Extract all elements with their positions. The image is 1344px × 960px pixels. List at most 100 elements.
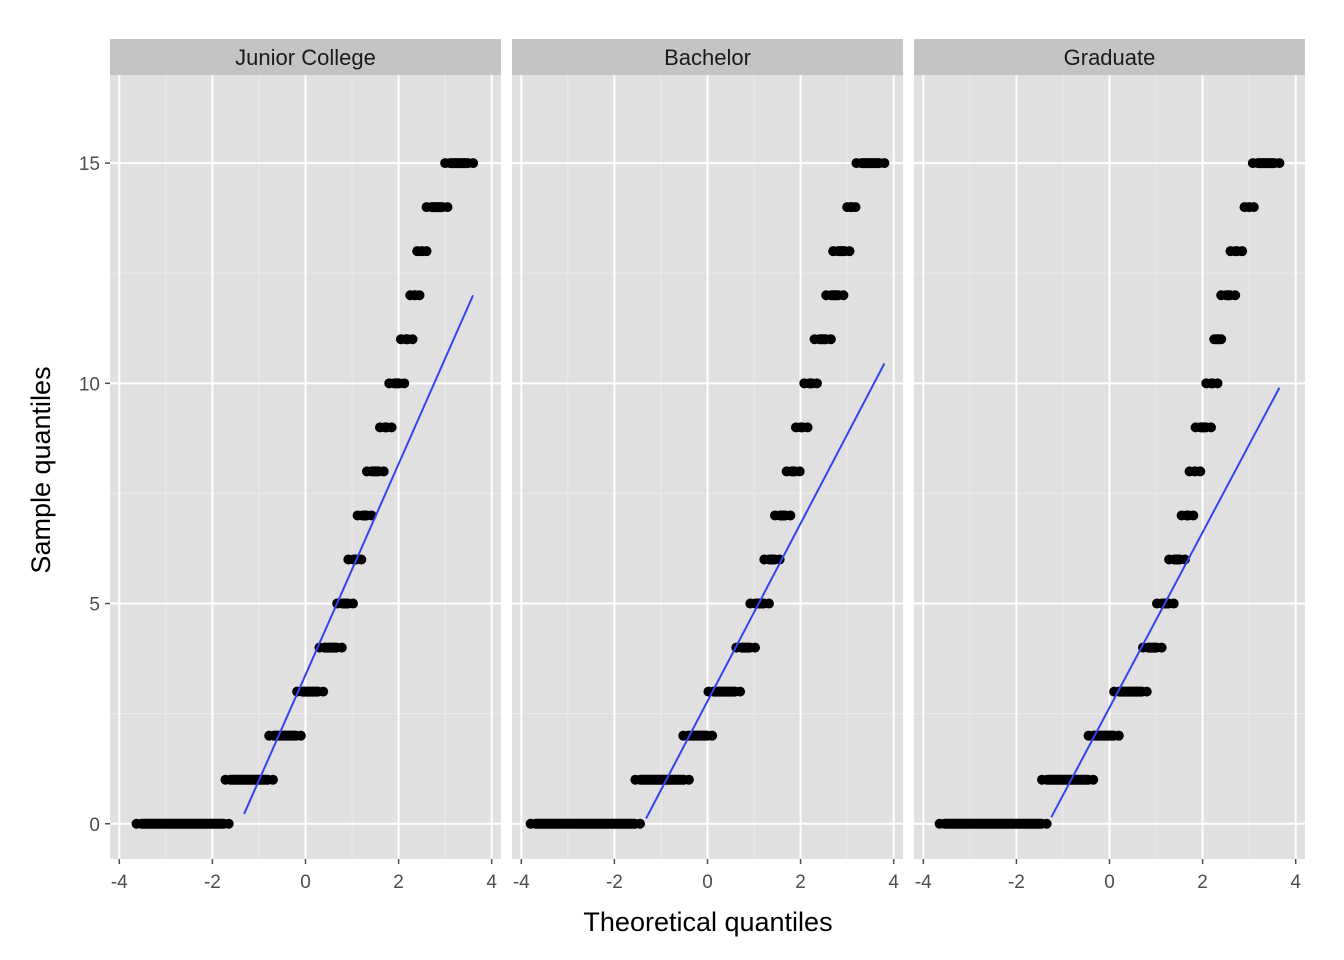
data-point [347,598,358,609]
data-point [386,422,397,433]
data-point [1247,158,1258,169]
data-point [825,334,836,345]
data-point [1216,334,1227,345]
qq-reference-line [645,363,886,819]
data-point [749,642,760,653]
data-point [850,202,861,213]
data-point [1274,158,1285,169]
data-point [1205,422,1216,433]
data-point [1195,466,1206,477]
y-tick-label: 15 [79,154,100,175]
facet-strip [110,39,501,75]
data-point [468,158,479,169]
data-point [1088,774,1099,785]
data-point [769,510,780,521]
y-axis-title: Sample quantiles [26,366,56,573]
data-point [442,202,453,213]
data-point [809,334,820,345]
x-tick-label: -2 [606,872,623,893]
data-point [1156,642,1167,653]
x-tick-label: 4 [888,872,899,893]
data-point [707,730,718,741]
data-point [318,686,329,697]
y-tick-label: 5 [89,595,100,616]
data-point [295,730,306,741]
facet-strip [914,39,1305,75]
x-tick-label: -2 [1008,872,1025,893]
data-point [264,730,275,741]
data-point [399,378,410,389]
data-point [356,554,367,565]
qq-reference-line [243,294,474,815]
data-point [1230,290,1241,301]
x-tick-label: -4 [513,872,530,893]
data-point [1248,202,1259,213]
data-point [781,466,792,477]
data-point [421,246,432,257]
data-point [1188,510,1199,521]
facet-panel-bachelor: Bachelor -4 -2 0 2 4 [512,39,903,893]
data-point [683,774,694,785]
data-point [844,246,855,257]
data-point [374,422,385,433]
data-point [407,334,418,345]
x-tick-label: 0 [300,872,311,893]
qq-reference-line [1050,387,1281,818]
data-point [1184,466,1195,477]
x-tick-label: 2 [393,872,404,893]
data-point [879,158,890,169]
data-point [440,158,451,169]
facet-strip-label: Bachelor [664,45,751,70]
x-axis-title: Theoretical quantiles [583,907,832,937]
data-point [1168,598,1179,609]
data-point [1151,598,1162,609]
data-point [794,466,805,477]
data-point [525,818,536,829]
x-tick-label: 4 [486,872,497,893]
x-tick-label: -2 [204,872,221,893]
data-point [1190,422,1201,433]
facet-strip-label: Graduate [1064,45,1156,70]
data-point [414,290,425,301]
data-point [759,554,770,565]
x-tick-label: 2 [795,872,806,893]
x-tick-label: 0 [702,872,713,893]
data-point [361,466,372,477]
data-point [412,246,423,257]
data-point [811,378,822,389]
data-point [395,334,406,345]
data-point [1201,378,1212,389]
data-point [1141,686,1152,697]
data-point [378,466,389,477]
data-point [763,598,774,609]
data-point [336,642,347,653]
data-point [223,818,234,829]
data-point [1209,334,1220,345]
data-point [799,378,810,389]
data-point [838,290,849,301]
data-point [1113,730,1124,741]
x-tick-label: 0 [1104,872,1115,893]
data-point [851,158,862,169]
data-point [343,554,354,565]
data-point [1237,246,1248,257]
data-point [745,598,756,609]
data-point [630,774,641,785]
facet-panels: Junior College -4 -2 0 2 4 Bachelor -4 -2 0 2 4 Grad… [110,39,1305,893]
data-point [384,378,395,389]
data-point [1212,378,1223,389]
y-tick-label: 0 [89,815,100,836]
data-point [1041,818,1052,829]
data-point [678,730,689,741]
x-tick-label: -4 [111,872,128,893]
x-tick-label: 4 [1290,872,1301,893]
y-tick-label: 10 [79,374,100,395]
facet-panel-junior-college: Junior College -4 -2 0 2 4 [110,39,501,893]
data-point [131,818,142,829]
facet-strip-label: Junior College [235,45,376,70]
data-point [1037,774,1048,785]
data-point [821,290,832,301]
facet-strip [512,39,903,75]
data-point [220,774,231,785]
